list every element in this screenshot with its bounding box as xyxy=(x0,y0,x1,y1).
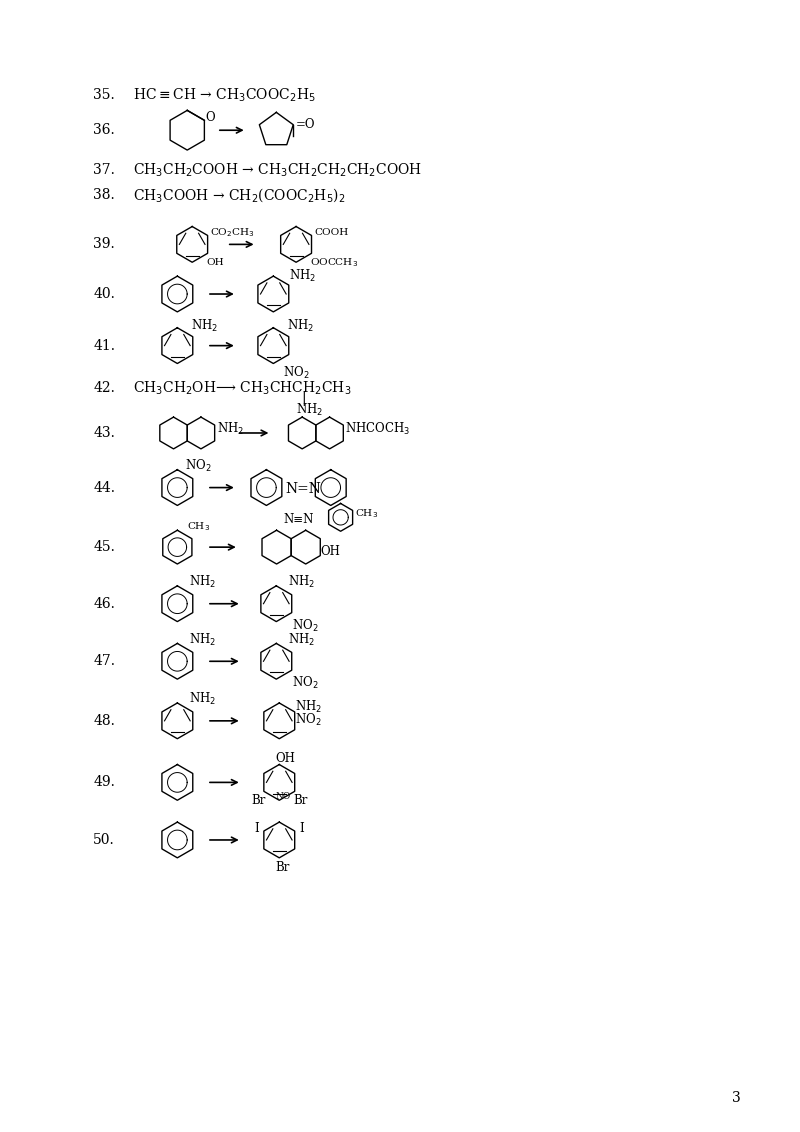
Text: NH$_2$: NH$_2$ xyxy=(288,574,315,590)
Text: =O: =O xyxy=(296,118,315,131)
Text: COOH: COOH xyxy=(314,228,348,237)
Text: NO$_2$: NO$_2$ xyxy=(292,618,318,634)
Text: NH$_2$: NH$_2$ xyxy=(289,268,316,284)
Text: NH$_2$: NH$_2$ xyxy=(191,318,218,334)
Text: NO$_2$: NO$_2$ xyxy=(283,366,310,381)
Text: 48.: 48. xyxy=(94,714,115,728)
Text: I: I xyxy=(254,822,259,834)
Text: 41.: 41. xyxy=(94,338,115,353)
Text: CH$_3$CH$_2$OH⟶ CH$_3$CHCH$_2$CH$_3$: CH$_3$CH$_2$OH⟶ CH$_3$CHCH$_2$CH$_3$ xyxy=(133,379,351,397)
Text: NO: NO xyxy=(275,791,290,800)
Text: NH$_2$: NH$_2$ xyxy=(295,698,322,715)
Text: NH$_2$: NH$_2$ xyxy=(190,691,216,708)
Text: N=N: N=N xyxy=(286,481,321,496)
Text: CH$_3$COOH → CH$_2$(COOC$_2$H$_5$)$_2$: CH$_3$COOH → CH$_2$(COOC$_2$H$_5$)$_2$ xyxy=(133,186,346,204)
Text: NO$_2$: NO$_2$ xyxy=(295,712,322,728)
Text: OOCCH$_3$: OOCCH$_3$ xyxy=(310,256,358,268)
Text: NO$_2$: NO$_2$ xyxy=(292,675,318,692)
Text: NH$_2$: NH$_2$ xyxy=(190,574,216,590)
Text: 39.: 39. xyxy=(94,238,115,251)
Text: CH$_3$: CH$_3$ xyxy=(355,507,378,520)
Text: CO$_2$CH$_3$: CO$_2$CH$_3$ xyxy=(210,226,254,239)
Text: 45.: 45. xyxy=(94,540,115,555)
Text: 46.: 46. xyxy=(94,597,115,611)
Text: NH$_2$: NH$_2$ xyxy=(217,421,244,437)
Text: NH$_2$: NH$_2$ xyxy=(296,402,323,418)
Text: 44.: 44. xyxy=(94,481,115,495)
Text: 35.: 35. xyxy=(94,88,115,103)
Text: NH$_2$: NH$_2$ xyxy=(287,318,314,334)
Text: NH$_2$: NH$_2$ xyxy=(190,632,216,648)
Text: |: | xyxy=(301,391,306,405)
Text: OH: OH xyxy=(275,752,295,765)
Text: 3: 3 xyxy=(732,1091,741,1105)
Text: 43.: 43. xyxy=(94,426,115,440)
Text: 49.: 49. xyxy=(94,775,115,789)
Text: 42.: 42. xyxy=(94,381,115,395)
Text: N≡N: N≡N xyxy=(283,513,314,526)
Text: 40.: 40. xyxy=(94,288,115,301)
Text: NHCOCH$_3$: NHCOCH$_3$ xyxy=(346,421,410,437)
Text: CH$_3$CH$_2$COOH → CH$_3$CH$_2$CH$_2$CH$_2$COOH: CH$_3$CH$_2$COOH → CH$_3$CH$_2$CH$_2$CH$… xyxy=(133,161,422,179)
Text: Br: Br xyxy=(275,861,290,874)
Text: 50.: 50. xyxy=(94,833,115,847)
Text: 38.: 38. xyxy=(94,188,115,201)
Text: Br: Br xyxy=(293,794,307,807)
Text: OH: OH xyxy=(206,258,224,267)
Text: OH: OH xyxy=(321,544,341,558)
Text: 37.: 37. xyxy=(94,163,115,177)
Text: 36.: 36. xyxy=(94,123,115,137)
Text: O: O xyxy=(206,111,215,123)
Text: NO$_2$: NO$_2$ xyxy=(186,457,212,474)
Text: NH$_2$: NH$_2$ xyxy=(288,632,315,648)
Text: Br: Br xyxy=(251,794,266,807)
Text: CH$_3$: CH$_3$ xyxy=(187,520,210,533)
Text: I: I xyxy=(299,822,304,834)
Text: HC$\equiv$CH → CH$_3$COOC$_2$H$_5$: HC$\equiv$CH → CH$_3$COOC$_2$H$_5$ xyxy=(133,87,315,104)
Text: 47.: 47. xyxy=(94,654,115,668)
